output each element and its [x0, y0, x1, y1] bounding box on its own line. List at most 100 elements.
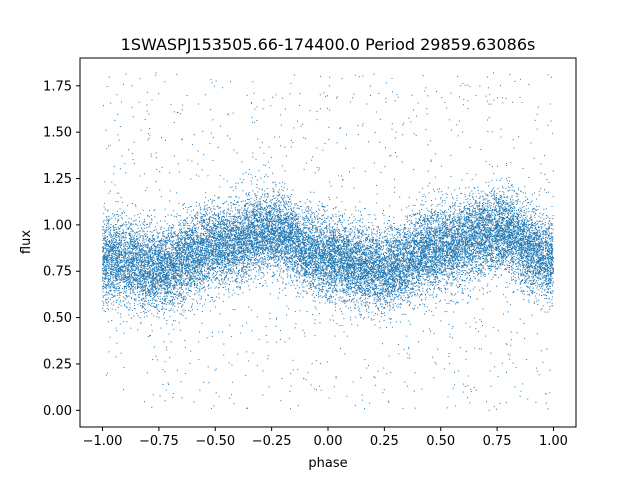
data-point	[109, 277, 111, 279]
data-point	[276, 260, 278, 262]
data-point	[501, 256, 503, 258]
data-point	[523, 249, 524, 251]
data-point	[456, 252, 458, 254]
data-point	[157, 246, 159, 248]
data-point	[223, 354, 225, 356]
data-point	[251, 309, 253, 311]
data-point	[249, 274, 251, 276]
data-point	[222, 236, 224, 238]
data-point	[321, 243, 323, 245]
data-point	[199, 291, 201, 293]
data-point	[201, 254, 203, 256]
data-point	[102, 263, 104, 264]
data-point	[376, 235, 378, 237]
data-point	[238, 287, 240, 288]
data-point	[315, 271, 317, 273]
data-point	[120, 246, 122, 248]
data-point	[340, 127, 342, 129]
data-point	[248, 244, 250, 246]
data-point	[160, 263, 161, 265]
data-point	[377, 260, 379, 261]
data-point	[498, 212, 500, 214]
data-point	[126, 282, 128, 284]
data-point	[208, 271, 209, 273]
data-point	[527, 253, 528, 255]
data-point	[146, 294, 148, 296]
data-point	[513, 210, 515, 211]
data-point	[171, 251, 173, 253]
data-point	[137, 256, 139, 258]
data-point	[314, 239, 316, 241]
data-point	[290, 373, 292, 375]
data-point	[369, 261, 371, 263]
data-point	[174, 235, 176, 237]
data-point	[483, 217, 485, 219]
data-point	[252, 352, 254, 354]
data-point	[450, 274, 452, 276]
data-point	[308, 273, 310, 275]
data-point	[154, 287, 156, 289]
data-point	[516, 255, 518, 257]
data-point	[142, 247, 144, 249]
data-point	[166, 239, 168, 241]
data-point	[279, 269, 281, 271]
data-point	[446, 280, 448, 282]
data-point	[436, 239, 438, 241]
data-point	[312, 226, 314, 228]
data-point	[236, 152, 238, 154]
data-point	[336, 142, 338, 144]
data-point	[274, 218, 276, 220]
data-point	[407, 238, 409, 240]
data-point	[155, 283, 156, 285]
data-point	[384, 239, 386, 241]
data-point	[307, 271, 309, 273]
data-point	[389, 306, 391, 308]
data-point	[417, 227, 419, 229]
data-point	[192, 217, 194, 219]
data-point	[390, 282, 392, 284]
data-point	[261, 263, 263, 265]
data-point	[508, 262, 510, 264]
data-point	[164, 361, 166, 363]
data-point	[365, 276, 366, 278]
data-point	[174, 298, 176, 300]
data-point	[379, 327, 381, 329]
data-point	[213, 205, 215, 207]
data-point	[462, 280, 464, 282]
data-point	[276, 243, 278, 245]
data-point	[399, 288, 401, 290]
data-point	[466, 251, 468, 252]
data-point	[102, 226, 104, 228]
data-point	[307, 265, 309, 267]
data-point	[166, 250, 168, 252]
data-point	[374, 284, 376, 286]
data-point	[343, 268, 345, 270]
data-point	[370, 252, 372, 254]
data-point	[486, 220, 488, 222]
data-point	[151, 231, 153, 233]
data-point	[406, 254, 408, 256]
data-point	[425, 221, 427, 223]
data-point	[447, 249, 449, 251]
data-point	[350, 319, 352, 321]
data-point	[281, 251, 282, 253]
data-point	[543, 261, 545, 263]
data-point	[215, 229, 216, 231]
data-point	[335, 294, 337, 296]
data-point	[405, 276, 407, 278]
data-point	[429, 276, 431, 278]
data-point	[139, 273, 141, 275]
data-point	[131, 298, 132, 300]
data-point	[220, 226, 222, 228]
data-point	[353, 264, 355, 266]
data-point	[264, 207, 266, 209]
data-point	[549, 252, 551, 254]
data-point	[441, 191, 443, 193]
data-point	[536, 198, 538, 200]
data-point	[485, 255, 487, 257]
data-point	[502, 201, 504, 203]
data-point	[245, 375, 247, 377]
data-point	[327, 243, 329, 245]
data-point	[244, 257, 246, 259]
data-point	[133, 266, 135, 268]
